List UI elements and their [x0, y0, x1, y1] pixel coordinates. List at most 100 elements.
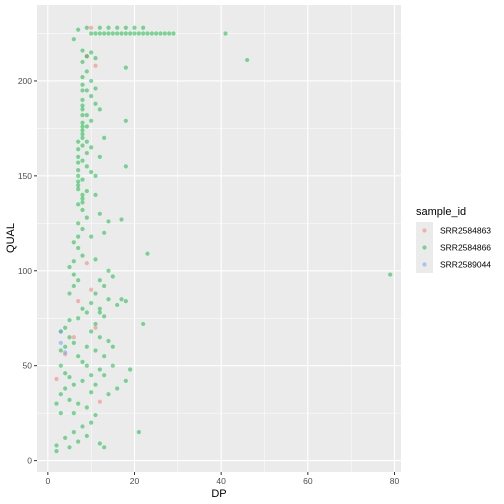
data-point — [97, 399, 102, 404]
data-point — [71, 382, 76, 387]
y-tick-label: 100 — [18, 266, 32, 276]
data-point — [84, 25, 89, 30]
data-point — [84, 344, 89, 349]
data-point — [110, 344, 115, 349]
data-point — [80, 207, 85, 213]
data-point — [80, 424, 85, 429]
data-point — [84, 54, 89, 59]
data-point — [76, 160, 81, 165]
data-point — [58, 348, 63, 353]
data-point — [80, 143, 85, 148]
data-point — [89, 420, 94, 425]
x-tick-label: 80 — [390, 476, 400, 486]
data-point — [67, 397, 72, 402]
data-point — [71, 272, 76, 277]
data-point — [84, 69, 89, 74]
data-point — [106, 31, 111, 36]
data-point — [80, 253, 85, 258]
y-tick-label: 150 — [18, 171, 32, 181]
data-point — [80, 97, 85, 103]
data-point — [110, 274, 115, 279]
data-point — [119, 31, 124, 36]
data-point — [97, 278, 102, 283]
data-point — [102, 354, 107, 359]
data-point — [76, 278, 81, 283]
data-point — [110, 363, 115, 368]
y-tick-label: 0 — [27, 456, 32, 466]
legend-label: SRR2589044 — [440, 260, 491, 270]
legend-label: SRR2584863 — [440, 226, 491, 236]
data-point — [80, 196, 85, 201]
data-point — [80, 131, 85, 137]
data-point — [106, 338, 111, 344]
data-point — [76, 154, 81, 159]
data-point — [123, 65, 128, 70]
data-point — [93, 86, 98, 91]
data-point — [63, 386, 68, 391]
data-point — [89, 50, 94, 55]
data-point — [76, 316, 81, 321]
data-point — [84, 215, 89, 220]
data-point — [97, 154, 102, 159]
data-point — [97, 211, 102, 216]
data-point — [76, 27, 81, 32]
data-point — [245, 57, 250, 63]
data-point — [80, 88, 85, 93]
data-point — [63, 350, 68, 355]
data-point — [76, 234, 81, 239]
data-point — [63, 435, 68, 440]
y-axis-title: QUAL — [5, 223, 17, 253]
data-point — [93, 63, 98, 68]
data-point — [119, 297, 124, 302]
data-point — [93, 291, 98, 296]
data-point — [102, 135, 107, 140]
data-point — [63, 344, 68, 349]
data-point — [106, 392, 111, 397]
x-tick-label: 60 — [303, 476, 313, 486]
data-point — [89, 373, 94, 378]
data-point — [97, 107, 102, 112]
legend-title: sample_id — [416, 206, 466, 218]
data-point — [80, 75, 85, 80]
data-point — [76, 183, 81, 188]
data-point — [158, 31, 163, 36]
data-point — [89, 118, 94, 123]
data-point — [93, 56, 98, 61]
data-point — [97, 310, 102, 315]
data-point — [102, 373, 107, 378]
plot-panel — [37, 5, 401, 472]
data-point — [76, 168, 81, 173]
data-points — [54, 25, 393, 454]
data-point — [54, 401, 59, 406]
y-axis: 0 50 100 150 200 — [18, 76, 37, 466]
x-tick-label: 0 — [45, 476, 50, 486]
data-point — [128, 367, 133, 372]
data-point — [80, 135, 85, 140]
data-point — [93, 173, 98, 178]
data-point — [89, 234, 94, 239]
data-point — [76, 202, 81, 207]
data-point — [106, 268, 111, 273]
data-point — [76, 221, 81, 226]
data-point — [54, 443, 59, 448]
data-point — [71, 430, 76, 435]
data-point — [89, 329, 94, 334]
legend-swatch — [422, 262, 427, 267]
data-point — [84, 363, 89, 368]
data-point — [89, 300, 94, 306]
data-point — [93, 321, 98, 327]
data-point — [58, 392, 63, 397]
data-point — [67, 445, 72, 450]
data-point — [80, 128, 85, 133]
data-point — [89, 94, 94, 99]
data-point — [128, 31, 133, 36]
data-point — [67, 318, 72, 323]
data-point — [80, 59, 85, 65]
data-point — [123, 164, 128, 169]
data-point — [71, 340, 76, 346]
data-point — [71, 335, 76, 340]
data-point — [123, 31, 128, 36]
data-point — [67, 374, 72, 380]
data-point — [141, 31, 146, 36]
